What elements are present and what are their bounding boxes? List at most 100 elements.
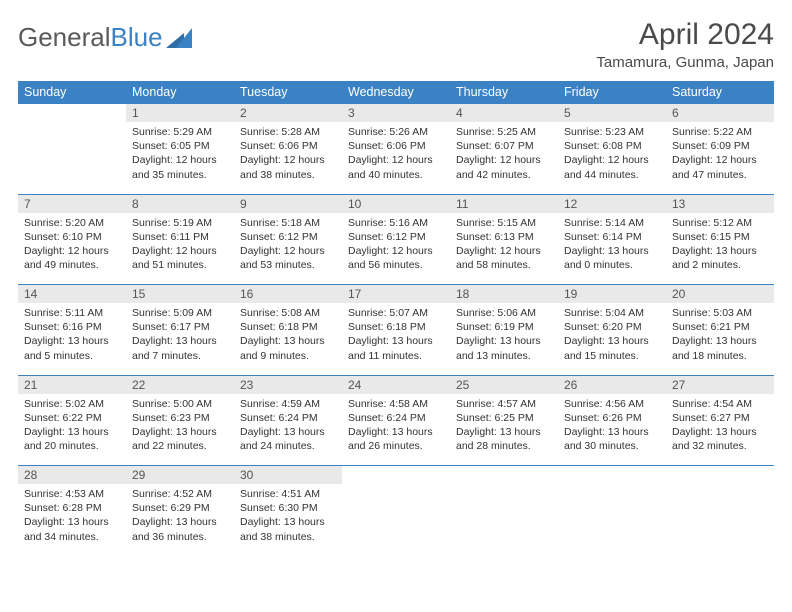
day-d2: and 11 minutes.	[348, 349, 444, 363]
day-ss: Sunset: 6:10 PM	[24, 230, 120, 244]
weekday-header: Friday	[558, 81, 666, 104]
day-ss: Sunset: 6:06 PM	[348, 139, 444, 153]
day-d1: Daylight: 13 hours	[564, 244, 660, 258]
day-ss: Sunset: 6:28 PM	[24, 501, 120, 515]
day-d1: Daylight: 12 hours	[132, 153, 228, 167]
day-d2: and 22 minutes.	[132, 439, 228, 453]
day-content-cell: Sunrise: 5:03 AMSunset: 6:21 PMDaylight:…	[666, 303, 774, 375]
day-d1: Daylight: 13 hours	[456, 425, 552, 439]
weekday-header: Tuesday	[234, 81, 342, 104]
day-sr: Sunrise: 4:57 AM	[456, 397, 552, 411]
day-content-cell: Sunrise: 4:58 AMSunset: 6:24 PMDaylight:…	[342, 394, 450, 466]
day-d1: Daylight: 13 hours	[348, 334, 444, 348]
day-number-cell: 28	[18, 466, 126, 485]
day-ss: Sunset: 6:15 PM	[672, 230, 768, 244]
day-d2: and 44 minutes.	[564, 168, 660, 182]
day-content-cell: Sunrise: 5:07 AMSunset: 6:18 PMDaylight:…	[342, 303, 450, 375]
day-ss: Sunset: 6:19 PM	[456, 320, 552, 334]
day-content-cell	[18, 122, 126, 194]
day-sr: Sunrise: 5:06 AM	[456, 306, 552, 320]
day-number-row: 78910111213	[18, 194, 774, 213]
day-d1: Daylight: 13 hours	[672, 334, 768, 348]
logo-text-2: Blue	[111, 22, 163, 53]
day-ss: Sunset: 6:25 PM	[456, 411, 552, 425]
day-d2: and 32 minutes.	[672, 439, 768, 453]
day-number-cell: 18	[450, 285, 558, 304]
day-sr: Sunrise: 5:26 AM	[348, 125, 444, 139]
day-d1: Daylight: 12 hours	[24, 244, 120, 258]
day-sr: Sunrise: 5:28 AM	[240, 125, 336, 139]
weekday-header: Saturday	[666, 81, 774, 104]
day-sr: Sunrise: 4:59 AM	[240, 397, 336, 411]
day-number-cell: 13	[666, 194, 774, 213]
day-d1: Daylight: 12 hours	[348, 244, 444, 258]
day-number-cell: 8	[126, 194, 234, 213]
day-number-cell: 17	[342, 285, 450, 304]
day-d2: and 40 minutes.	[348, 168, 444, 182]
day-d1: Daylight: 12 hours	[456, 153, 552, 167]
day-d2: and 38 minutes.	[240, 168, 336, 182]
day-ss: Sunset: 6:29 PM	[132, 501, 228, 515]
day-content-cell: Sunrise: 4:51 AMSunset: 6:30 PMDaylight:…	[234, 484, 342, 556]
day-content-cell: Sunrise: 5:04 AMSunset: 6:20 PMDaylight:…	[558, 303, 666, 375]
day-sr: Sunrise: 4:52 AM	[132, 487, 228, 501]
day-number-cell: 4	[450, 104, 558, 123]
day-d1: Daylight: 13 hours	[132, 515, 228, 529]
day-sr: Sunrise: 5:18 AM	[240, 216, 336, 230]
day-ss: Sunset: 6:16 PM	[24, 320, 120, 334]
day-number-cell: 10	[342, 194, 450, 213]
weekday-header-row: Sunday Monday Tuesday Wednesday Thursday…	[18, 81, 774, 104]
day-number-cell	[666, 466, 774, 485]
day-number-cell: 9	[234, 194, 342, 213]
day-ss: Sunset: 6:09 PM	[672, 139, 768, 153]
day-number-cell: 16	[234, 285, 342, 304]
day-number-cell: 30	[234, 466, 342, 485]
day-d1: Daylight: 13 hours	[240, 334, 336, 348]
day-content-cell: Sunrise: 4:57 AMSunset: 6:25 PMDaylight:…	[450, 394, 558, 466]
weekday-header: Thursday	[450, 81, 558, 104]
logo-icon	[166, 28, 192, 48]
day-d1: Daylight: 13 hours	[564, 425, 660, 439]
day-number-cell	[342, 466, 450, 485]
day-d1: Daylight: 13 hours	[24, 425, 120, 439]
day-content-cell	[558, 484, 666, 556]
day-ss: Sunset: 6:27 PM	[672, 411, 768, 425]
day-content-row: Sunrise: 5:29 AMSunset: 6:05 PMDaylight:…	[18, 122, 774, 194]
day-sr: Sunrise: 5:09 AM	[132, 306, 228, 320]
day-ss: Sunset: 6:21 PM	[672, 320, 768, 334]
logo-text-1: General	[18, 22, 111, 53]
day-content-cell: Sunrise: 5:12 AMSunset: 6:15 PMDaylight:…	[666, 213, 774, 285]
day-ss: Sunset: 6:20 PM	[564, 320, 660, 334]
day-content-cell: Sunrise: 5:26 AMSunset: 6:06 PMDaylight:…	[342, 122, 450, 194]
day-number-cell: 21	[18, 375, 126, 394]
day-d2: and 38 minutes.	[240, 530, 336, 544]
day-content-cell: Sunrise: 5:15 AMSunset: 6:13 PMDaylight:…	[450, 213, 558, 285]
day-d2: and 0 minutes.	[564, 258, 660, 272]
day-sr: Sunrise: 5:00 AM	[132, 397, 228, 411]
day-sr: Sunrise: 5:23 AM	[564, 125, 660, 139]
day-sr: Sunrise: 4:54 AM	[672, 397, 768, 411]
day-sr: Sunrise: 4:51 AM	[240, 487, 336, 501]
day-d2: and 7 minutes.	[132, 349, 228, 363]
day-content-cell: Sunrise: 5:19 AMSunset: 6:11 PMDaylight:…	[126, 213, 234, 285]
day-ss: Sunset: 6:22 PM	[24, 411, 120, 425]
day-d1: Daylight: 13 hours	[240, 515, 336, 529]
day-d2: and 58 minutes.	[456, 258, 552, 272]
day-number-cell: 23	[234, 375, 342, 394]
day-content-cell: Sunrise: 4:53 AMSunset: 6:28 PMDaylight:…	[18, 484, 126, 556]
day-content-cell: Sunrise: 4:56 AMSunset: 6:26 PMDaylight:…	[558, 394, 666, 466]
day-ss: Sunset: 6:06 PM	[240, 139, 336, 153]
day-sr: Sunrise: 5:15 AM	[456, 216, 552, 230]
day-number-cell: 20	[666, 285, 774, 304]
day-d1: Daylight: 12 hours	[672, 153, 768, 167]
day-d1: Daylight: 13 hours	[24, 515, 120, 529]
day-number-cell: 3	[342, 104, 450, 123]
day-ss: Sunset: 6:07 PM	[456, 139, 552, 153]
day-number-row: 282930	[18, 466, 774, 485]
day-d2: and 9 minutes.	[240, 349, 336, 363]
day-d2: and 2 minutes.	[672, 258, 768, 272]
day-ss: Sunset: 6:30 PM	[240, 501, 336, 515]
day-number-cell: 14	[18, 285, 126, 304]
day-d1: Daylight: 13 hours	[456, 334, 552, 348]
day-d2: and 26 minutes.	[348, 439, 444, 453]
